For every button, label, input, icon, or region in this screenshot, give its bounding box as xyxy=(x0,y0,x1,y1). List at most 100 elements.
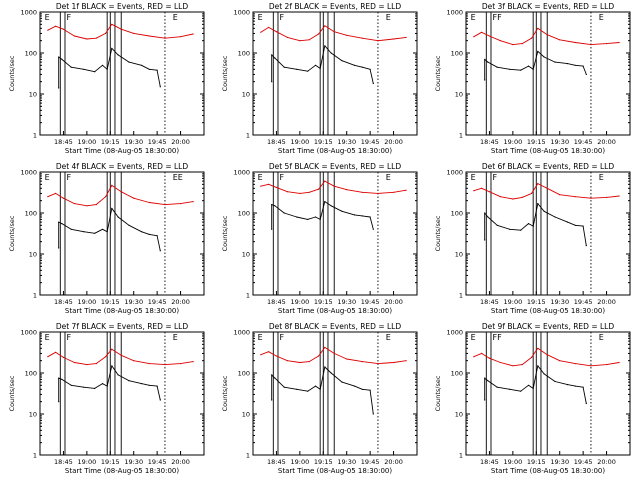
lld-series-line-point xyxy=(62,197,64,199)
events-series-line-point xyxy=(58,221,60,223)
flag-label: E xyxy=(599,173,604,182)
lld-series-line-point xyxy=(377,363,379,365)
x-tick-label: 19:00 xyxy=(290,298,309,306)
lld-series-line-point xyxy=(275,186,277,188)
events-series-line-point xyxy=(324,201,326,203)
events-series-line-point xyxy=(484,212,486,214)
events-series-line-point xyxy=(527,65,530,67)
lld-series-line-point xyxy=(148,201,150,204)
y-axis-label: Counts/sec xyxy=(434,215,442,251)
events-series-line-point xyxy=(94,71,96,73)
events-series-line-point xyxy=(554,380,556,383)
events-series-line-point xyxy=(271,54,273,56)
flag-label: E xyxy=(258,13,263,22)
y-axis-label: Counts/sec xyxy=(221,375,229,411)
x-tick-label: 19:30 xyxy=(337,458,356,466)
y-tick-label: 10 xyxy=(29,251,37,259)
x-tick-label: 19:30 xyxy=(550,458,569,466)
lld-series-line-point xyxy=(405,36,407,39)
y-axis-label: Counts/sec xyxy=(221,215,229,251)
x-tick-label: 20:00 xyxy=(384,458,403,466)
panel-title: Det 5f BLACK = Events, RED = LLD xyxy=(269,162,402,171)
x-tick-label: 19:30 xyxy=(550,138,569,146)
lld-series-line-point xyxy=(55,25,57,27)
events-series-line-point xyxy=(537,203,539,205)
events-series-line-point xyxy=(372,228,374,230)
events-series-line-point xyxy=(58,401,60,403)
lld-series-line-point xyxy=(95,204,97,206)
lld-series-line-point xyxy=(62,356,64,358)
events-series-line-point xyxy=(361,388,363,390)
events-series-line-point xyxy=(94,232,96,234)
events-series-line-point xyxy=(271,399,273,401)
events-series-line-point xyxy=(296,216,298,218)
events-series-line-point xyxy=(156,69,158,71)
flag-label: E xyxy=(471,173,476,182)
events-series-line-point xyxy=(484,58,486,61)
y-tick-label: 10 xyxy=(455,411,463,419)
events-series-line-point xyxy=(70,384,72,386)
events-series-line-point xyxy=(61,223,63,225)
lld-series-line-point xyxy=(521,364,523,366)
panel-det-2: Det 2f BLACK = Events, RED = LLD E F E 1 10 10… xyxy=(221,2,418,155)
x-tick-label: 18:45 xyxy=(54,138,73,146)
y-tick-label: 1000 xyxy=(20,169,37,177)
flag-label: E xyxy=(471,13,476,22)
lld-series-line xyxy=(473,27,620,46)
lld-series-line-point xyxy=(180,363,182,365)
lld-series-line-point xyxy=(559,360,561,362)
flag-label: E xyxy=(386,173,391,182)
events-series-line-point xyxy=(330,372,332,374)
panel-title: Det 1f BLACK = Events, RED = LLD xyxy=(56,2,189,11)
lld-series-line-point xyxy=(521,196,523,198)
lld-series-line-point xyxy=(86,205,88,207)
lld-series-line-point xyxy=(318,33,320,35)
lld-series-line-point xyxy=(275,355,277,357)
lld-series-line-point xyxy=(164,204,166,206)
lld-series-line-point xyxy=(95,363,97,365)
x-axis-label: Start Time (08-Aug-05 18:30:00) xyxy=(491,467,605,475)
events-series-line-point xyxy=(532,225,534,227)
y-tick-label: 100 xyxy=(25,50,37,58)
lld-series-line-point xyxy=(180,36,182,38)
events-series-line-point xyxy=(271,228,273,230)
plot-frame xyxy=(465,171,631,296)
x-tick-label: 20:00 xyxy=(384,138,403,146)
events-series-line-point xyxy=(372,413,374,415)
x-tick-label: 20:00 xyxy=(384,298,403,306)
lld-series-line-point xyxy=(299,40,301,42)
y-tick-label: 1 xyxy=(459,292,463,300)
lld-series-line-point xyxy=(333,31,335,33)
lld-series-line-point xyxy=(546,34,548,36)
lld-series-line-point xyxy=(318,188,320,190)
lld-series-line-point xyxy=(192,361,194,363)
plot-frame xyxy=(39,171,205,296)
lld-series-line-point xyxy=(559,194,561,196)
x-tick-label: 19:30 xyxy=(550,298,569,306)
events-series-line xyxy=(484,203,587,246)
lld-series-line-point xyxy=(268,26,270,28)
events-series-line-point xyxy=(537,365,539,367)
lld-series-line-point xyxy=(148,35,150,37)
events-series-line-point xyxy=(296,388,298,390)
y-tick-label: 1000 xyxy=(446,169,463,177)
events-series-line xyxy=(271,366,374,415)
events-series-line-point xyxy=(361,66,363,68)
plot-frame xyxy=(252,11,418,136)
lld-series-line-point xyxy=(333,185,335,187)
events-series-line-point xyxy=(353,64,356,66)
flag-label: F xyxy=(67,333,72,342)
y-tick-label: 1 xyxy=(246,132,250,140)
lld-series-line-point xyxy=(346,189,348,191)
events-series-line-point xyxy=(369,389,371,391)
lld-series-line-point xyxy=(574,363,576,365)
lld-series-line-point xyxy=(405,189,407,191)
events-series-line-point xyxy=(296,68,298,70)
events-series-line-point xyxy=(101,64,104,66)
events-series-line-point xyxy=(117,54,119,56)
lld-series-line-point xyxy=(531,37,533,39)
lld-series-line-point xyxy=(473,190,475,192)
y-axis-label: Counts/sec xyxy=(8,375,16,411)
y-tick-label: 100 xyxy=(25,210,37,218)
lld-series-line-point xyxy=(574,196,576,198)
